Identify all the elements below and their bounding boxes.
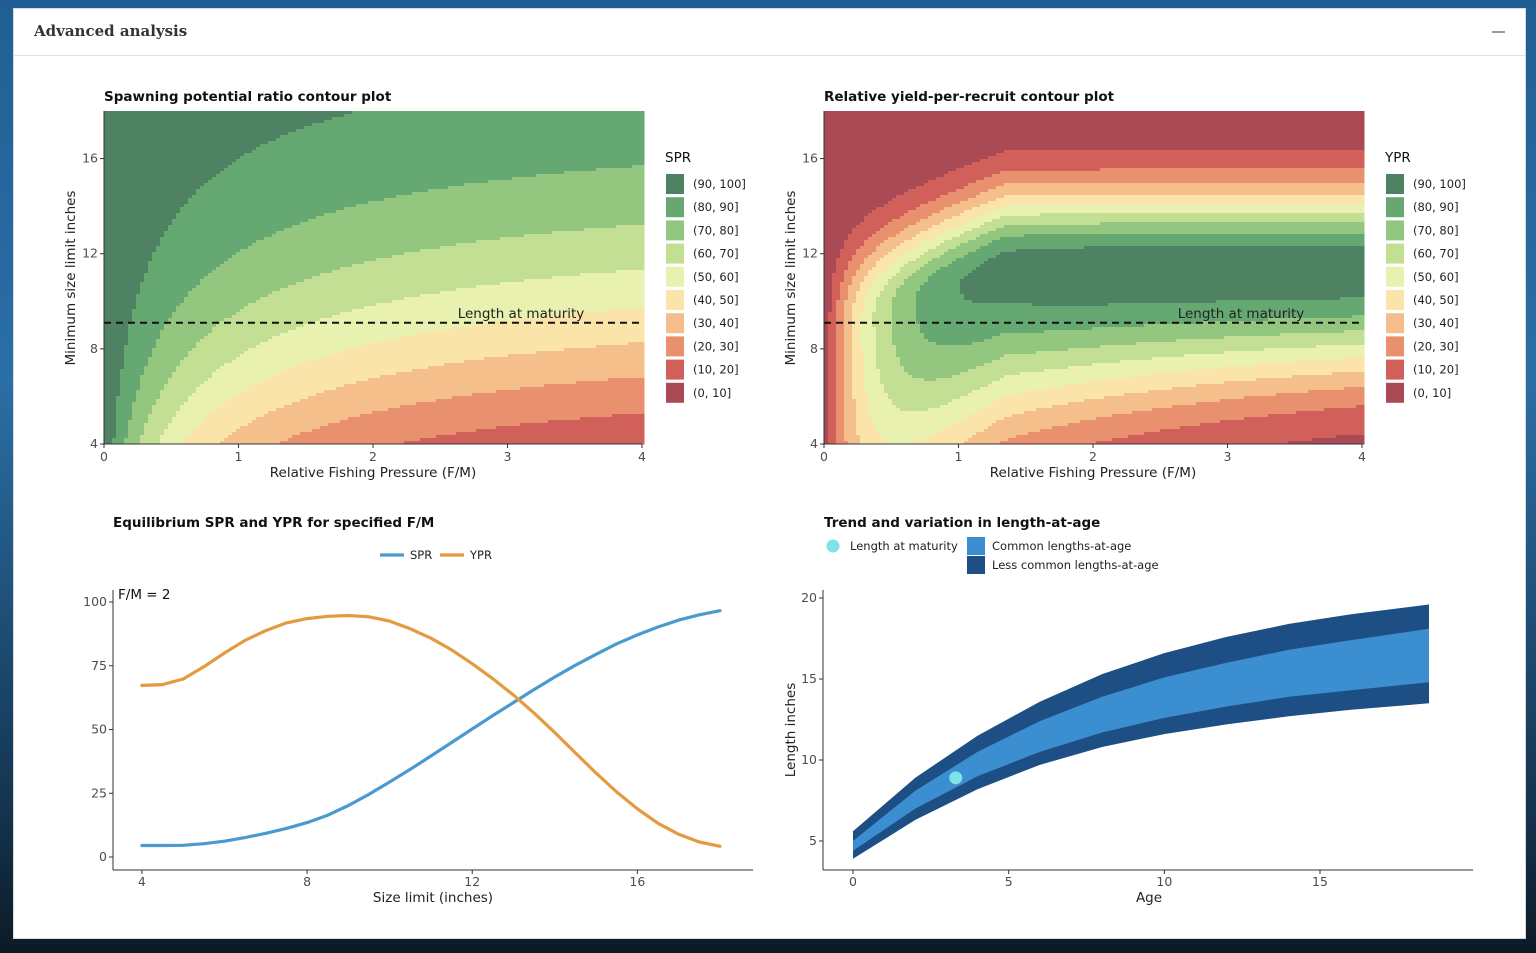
card-title: Advanced analysis: [34, 22, 187, 40]
collapse-icon[interactable]: [1492, 31, 1505, 33]
card-header: Advanced analysis: [14, 9, 1525, 56]
advanced-analysis-card: Advanced analysis: [13, 8, 1526, 939]
